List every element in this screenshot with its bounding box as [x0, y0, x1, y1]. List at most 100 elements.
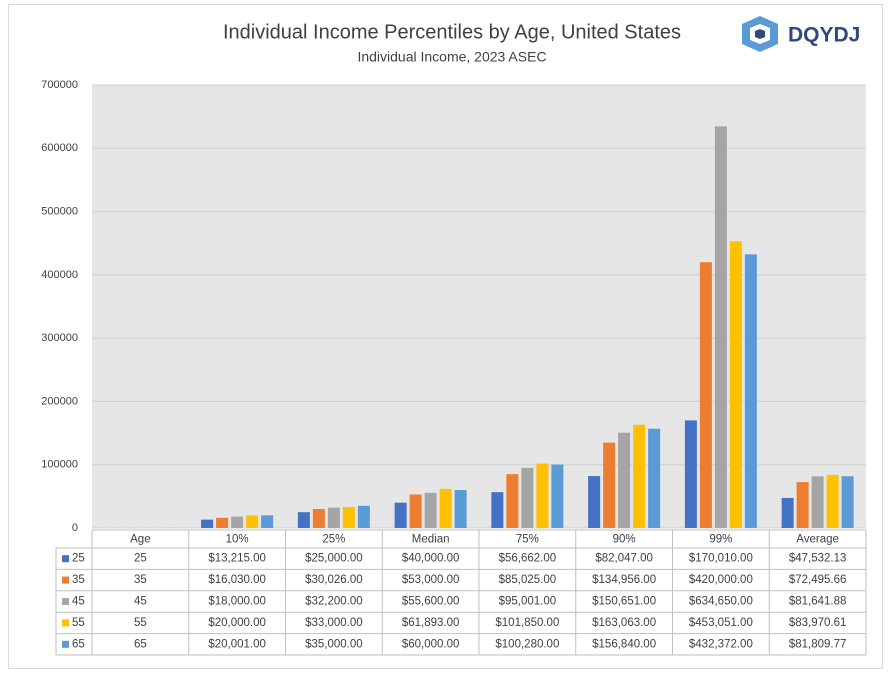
y-tick-label: 100000 [41, 459, 78, 471]
table-cell: $82,047.00 [595, 553, 653, 565]
bar [684, 420, 697, 528]
bar [699, 262, 712, 528]
table-cell: $420,000.00 [689, 574, 753, 586]
table-cell: 35 [134, 574, 147, 586]
bar [648, 428, 661, 528]
bar [633, 424, 646, 528]
table-cell: $55,600.00 [402, 596, 460, 608]
legend-label: 35 [72, 574, 85, 586]
legend-label: 65 [72, 638, 85, 650]
legend-label: 55 [72, 617, 85, 629]
legend-label: 25 [72, 553, 85, 565]
table-cell: $32,200.00 [305, 596, 363, 608]
table-cell: $60,000.00 [402, 638, 460, 650]
y-tick-label: 700000 [41, 79, 78, 91]
legend-key [62, 598, 69, 605]
table-cell: $81,641.88 [789, 596, 847, 608]
bar [744, 254, 757, 528]
bar [439, 488, 452, 528]
table-cell: $163,063.00 [592, 617, 656, 629]
table-cell: $100,280.00 [495, 638, 559, 650]
bar [714, 126, 727, 529]
table-cell: $20,000.00 [208, 617, 266, 629]
legend-key [62, 555, 69, 563]
table-cell: 45 [134, 596, 147, 608]
x-tick-label: 99% [709, 534, 732, 546]
bar [603, 442, 616, 528]
bar [231, 516, 244, 528]
y-tick-label: 600000 [41, 142, 78, 154]
y-tick-label: 400000 [41, 269, 78, 281]
x-tick-label: Average [796, 534, 839, 546]
table-cell: $101,850.00 [495, 617, 559, 629]
table-cell: $453,051.00 [689, 617, 753, 629]
bar [201, 519, 214, 528]
table-cell: $35,000.00 [305, 638, 363, 650]
chart-title: Individual Income Percentiles by Age, Un… [223, 21, 681, 43]
x-tick-label: 10% [226, 534, 249, 546]
table-cell: 65 [134, 638, 147, 650]
table-cell: $13,215.00 [208, 553, 266, 565]
table-cell: $432,372.00 [689, 638, 753, 650]
table-cell: $150,651.00 [592, 596, 656, 608]
bar [826, 474, 839, 528]
y-tick-label: 300000 [41, 332, 78, 344]
logo-icon [742, 16, 778, 52]
bar [357, 505, 370, 528]
x-tick-label: 25% [322, 534, 345, 546]
table-cell: $53,000.00 [402, 574, 460, 586]
bar [521, 467, 534, 528]
table-cell: $634,650.00 [689, 596, 753, 608]
table-cell: $33,000.00 [305, 617, 363, 629]
bar [551, 464, 564, 528]
bar [246, 515, 259, 528]
table-cell: $47,532.13 [789, 553, 847, 565]
bar [841, 476, 854, 528]
table-cell: $20,001.00 [208, 638, 266, 650]
bar [796, 482, 809, 528]
table-cell: $18,000.00 [208, 596, 266, 608]
table-cell: $16,030.00 [208, 574, 266, 586]
bar [261, 515, 274, 528]
x-tick-label: Age [130, 534, 150, 546]
table-cell: 25 [134, 553, 147, 565]
y-tick-label: 500000 [41, 205, 78, 217]
bar [491, 492, 504, 528]
legend-key [62, 640, 69, 648]
table-cell: $30,026.00 [305, 574, 363, 586]
bar [811, 476, 824, 528]
bar [327, 507, 340, 528]
bar [409, 494, 422, 528]
bar [424, 492, 437, 528]
bar [729, 241, 742, 528]
table-cell: $170,010.00 [689, 553, 753, 565]
bar [618, 432, 631, 528]
bar [454, 490, 467, 528]
bar [536, 463, 549, 528]
bar [312, 508, 325, 528]
bar [342, 507, 355, 528]
chart-subtitle: Individual Income, 2023 ASEC [357, 49, 546, 65]
logo-text: DQYDJ [788, 24, 860, 47]
legend-key [62, 619, 69, 627]
x-tick-label: 90% [613, 534, 636, 546]
table-cell: $56,662.00 [499, 553, 557, 565]
table-cell: $83,970.61 [789, 617, 847, 629]
bar [297, 512, 310, 528]
y-tick-label: 0 [72, 522, 78, 534]
bar [506, 474, 519, 528]
legend-label: 45 [72, 596, 85, 608]
table-cell: $85,025.00 [499, 574, 557, 586]
bar [781, 497, 794, 528]
table-cell: $40,000.00 [402, 553, 460, 565]
bar [394, 502, 407, 528]
bar [588, 476, 601, 528]
legend-key [62, 576, 69, 584]
table-cell: $134,956.00 [592, 574, 656, 586]
x-tick-label: Median [412, 534, 450, 546]
y-tick-label: 200000 [41, 395, 78, 407]
table-cell: $72,495.66 [789, 574, 847, 586]
table-cell: $156,840.00 [592, 638, 656, 650]
table-cell: $95,001.00 [499, 596, 557, 608]
